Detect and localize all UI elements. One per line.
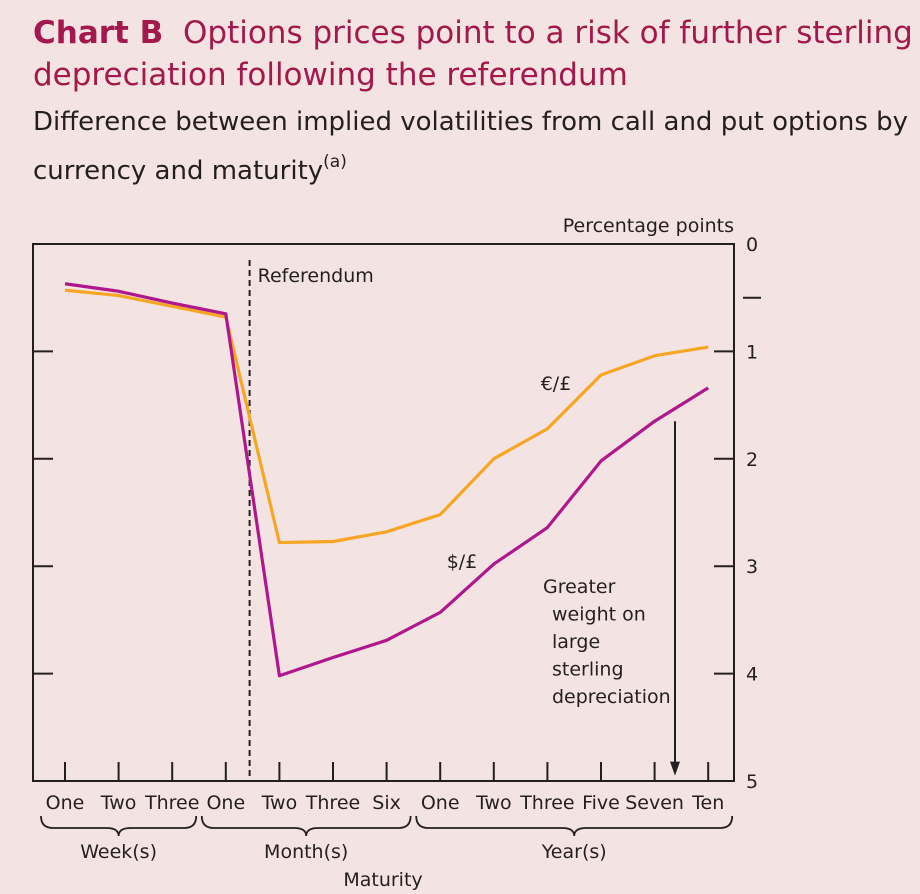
series-line-usd-gbp [64, 282, 710, 678]
referendum-label: Referendum [258, 265, 374, 287]
chart-title-text: Options prices point to a risk of furthe… [33, 15, 913, 93]
group-label: Month(s) [264, 841, 348, 863]
group-label: Year(s) [541, 841, 607, 863]
x-tick-label: Two [100, 792, 137, 814]
series-label-usd-gbp: $/£ [447, 551, 478, 573]
y-tick-label: 2 [746, 449, 758, 471]
chart-title: Chart B Options prices point to a risk o… [33, 12, 913, 96]
series-label-eur-gbp: €/£ [541, 373, 572, 395]
y-tick-label: 5 [746, 771, 758, 793]
chart-subtitle: Difference between implied volatilities … [33, 102, 913, 191]
y-tick-label: 1 [746, 341, 758, 363]
x-tick-label: One [46, 792, 85, 814]
annotation-line: Greater [543, 576, 616, 598]
title-block: Chart B Options prices point to a risk o… [33, 12, 913, 191]
x-tick-label: Six [372, 792, 401, 814]
depreciation-arrow-head [670, 761, 680, 776]
group-brace [40, 815, 198, 837]
x-tick-label: Seven [625, 792, 684, 814]
group-brace [415, 815, 734, 837]
x-tick-label: One [206, 792, 245, 814]
plot-frame [32, 243, 735, 782]
chart-label: Chart B [33, 15, 164, 51]
footnote-marker: (a) [323, 152, 347, 172]
x-tick-label: Two [261, 792, 298, 814]
x-tick-label: Three [144, 792, 199, 814]
x-tick-label: Five [582, 792, 620, 814]
y-axis-title: Percentage points [563, 215, 734, 237]
x-tick-label: Three [519, 792, 574, 814]
x-tick-label: One [421, 792, 460, 814]
annotation-line: sterling [552, 659, 624, 681]
y-tick-label: 4 [746, 664, 758, 686]
annotation-line: large [552, 631, 600, 653]
series-line-eur-gbp [64, 288, 709, 545]
group-brace [200, 815, 412, 837]
x-tick-label: Ten [691, 792, 724, 814]
chart-subtitle-text: Difference between implied volatilities … [33, 107, 909, 186]
y-tick-label: 3 [746, 556, 758, 578]
x-tick-label: Three [305, 792, 360, 814]
x-axis-title: Maturity [343, 869, 422, 891]
y-tick-label: 0 [746, 234, 758, 256]
x-tick-label: Two [475, 792, 512, 814]
group-label: Week(s) [80, 841, 157, 863]
annotation-line: weight on [552, 604, 646, 626]
annotation-line: depreciation [552, 686, 671, 708]
